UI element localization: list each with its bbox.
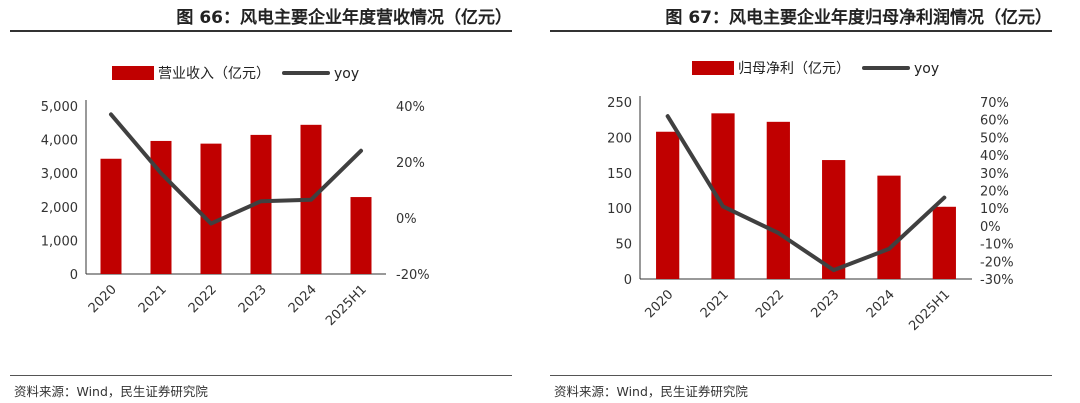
- source-divider: [10, 375, 512, 376]
- y-tick-left: 0: [624, 273, 632, 288]
- y-tick-left: 50: [615, 238, 632, 253]
- legend-label-line: yoy: [914, 61, 939, 77]
- title-divider: [550, 30, 1052, 32]
- bar: [100, 158, 122, 274]
- y-tick-right: -30%: [980, 273, 1014, 288]
- title-divider: [10, 30, 512, 32]
- net-profit-chart: 250 200 150 100 50 0 70% 60% 50% 40% 30% 20% 10% 0% -1…: [607, 60, 1014, 334]
- x-tick-label: 2025H1: [323, 282, 370, 329]
- chart-panel-revenue: 图 66：风电主要企业年度营收情况（亿元） 5,000 4,000 3,000 2,0…: [10, 8, 512, 399]
- bar: [766, 121, 790, 279]
- source-note: 资料来源：Wind，民生证券研究院: [14, 384, 208, 399]
- legend-swatch-bar: [692, 61, 734, 75]
- x-tick-label: 2024: [864, 287, 898, 321]
- source-divider: [550, 375, 1052, 376]
- y-tick-left: 100: [607, 202, 632, 217]
- x-tick-label: 2022: [186, 282, 220, 316]
- y-tick-left: 4,000: [41, 134, 78, 149]
- bar: [822, 160, 846, 279]
- bar: [656, 131, 680, 279]
- y-tick-right: 20%: [396, 156, 425, 171]
- x-tick-label: 2020: [642, 287, 676, 321]
- y-tick-right: 0%: [396, 212, 417, 227]
- y-tick-left: 250: [607, 96, 632, 111]
- legend-label-bar: 营业收入（亿元）: [158, 66, 270, 82]
- bar: [877, 175, 901, 279]
- bar: [350, 197, 372, 274]
- y-tick-right: 30%: [980, 167, 1009, 182]
- y-tick-left: 3,000: [41, 167, 78, 182]
- y-tick-right: 50%: [980, 131, 1009, 146]
- y-tick-right: -10%: [980, 238, 1014, 253]
- yoy-line: [109, 112, 363, 226]
- x-tick-label: 2023: [808, 287, 842, 321]
- x-tick-label: 2024: [286, 282, 320, 316]
- x-tick-label: 2023: [236, 282, 270, 316]
- y-tick-left: 0: [70, 268, 78, 283]
- y-tick-left: 2,000: [41, 201, 78, 216]
- x-tick-label: 2021: [136, 282, 170, 316]
- source-note: 资料来源：Wind，民生证券研究院: [554, 384, 748, 399]
- y-tick-right: 0%: [980, 220, 1001, 235]
- x-tick-label: 2025H1: [906, 287, 953, 334]
- y-tick-right: 10%: [980, 202, 1009, 217]
- bar: [250, 134, 272, 274]
- chart-panel-net-profit: 图 67：风电主要企业年度归母净利润情况（亿元） 250 200 150 100 50 0…: [540, 0, 1080, 403]
- chart-title: 图 66：风电主要企业年度营收情况（亿元）: [176, 8, 512, 28]
- revenue-chart: 5,000 4,000 3,000 2,000 1,000 0 40% 20% 0% -20% 20…: [41, 66, 430, 329]
- bar: [932, 206, 956, 279]
- chart-title: 图 67：风电主要企业年度归母净利润情况（亿元）: [665, 8, 1052, 28]
- y-tick-left: 1,000: [41, 234, 78, 249]
- x-tick-label: 2021: [698, 287, 732, 321]
- y-tick-right: 20%: [980, 185, 1009, 200]
- y-tick-left: 200: [607, 131, 632, 146]
- y-tick-right: -20%: [396, 268, 430, 283]
- legend-swatch-bar: [112, 66, 154, 80]
- bar: [200, 143, 222, 274]
- bar: [711, 113, 735, 279]
- y-tick-right: 40%: [396, 100, 425, 115]
- bar: [150, 140, 172, 274]
- y-tick-left: 150: [607, 167, 632, 182]
- legend-label-line: yoy: [334, 66, 359, 82]
- y-tick-right: -20%: [980, 255, 1014, 270]
- x-tick-label: 2020: [86, 282, 120, 316]
- yoy-line: [665, 114, 947, 273]
- y-tick-right: 70%: [980, 96, 1009, 111]
- y-tick-right: 60%: [980, 114, 1009, 129]
- y-tick-right: 40%: [980, 149, 1009, 164]
- x-tick-label: 2022: [753, 287, 787, 321]
- legend-label-bar: 归母净利（亿元）: [738, 60, 850, 77]
- y-tick-left: 5,000: [41, 100, 78, 115]
